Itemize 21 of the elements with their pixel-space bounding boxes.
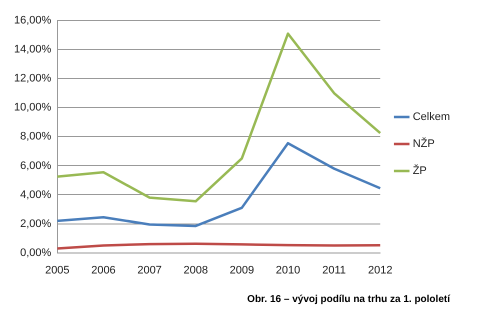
- legend-label: ŽP: [412, 164, 427, 178]
- y-tick-label: 2,00%: [20, 218, 52, 230]
- x-tick-label: 2008: [183, 264, 208, 276]
- y-tick-label: 16,00%: [14, 14, 52, 27]
- y-tick-label: 8,00%: [20, 130, 52, 143]
- y-tick-label: 12,00%: [14, 72, 52, 85]
- x-tick-label: 2005: [45, 264, 70, 276]
- legend-label: Celkem: [412, 111, 450, 124]
- x-tick-label: 2010: [276, 264, 300, 276]
- x-tick-label: 2012: [368, 264, 392, 276]
- y-tick-label: 14,00%: [14, 44, 52, 56]
- x-tick-label: 2006: [91, 264, 116, 276]
- y-tick-label: 6,00%: [20, 160, 52, 172]
- y-tick-label: 0,00%: [20, 246, 52, 259]
- text: Obr. 16 – vývoj podílu na trhu za 1. pololetí: [246, 294, 452, 305]
- x-tick-label: 2009: [230, 264, 254, 276]
- x-tick-label: 2007: [137, 264, 162, 276]
- legend-label: NŽP: [412, 137, 435, 150]
- x-tick-label: 2011: [322, 264, 346, 276]
- y-tick-label: 10,00%: [14, 102, 52, 114]
- y-tick-label: 4,00%: [20, 188, 52, 201]
